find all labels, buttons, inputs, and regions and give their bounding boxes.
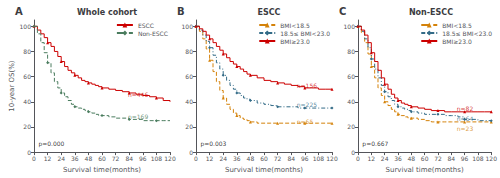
- svg-text:84: 84: [447, 155, 455, 162]
- svg-text:0: 0: [351, 149, 355, 156]
- svg-text:n=156: n=156: [296, 81, 317, 89]
- svg-text:B: B: [177, 6, 185, 17]
- svg-text:18.5≤ BMI<23.0: 18.5≤ BMI<23.0: [442, 30, 492, 37]
- svg-text:0: 0: [189, 149, 193, 156]
- svg-text:10-year OS(%): 10-year OS(%): [8, 60, 16, 111]
- svg-text:60: 60: [185, 73, 193, 80]
- svg-text:C: C: [339, 6, 346, 17]
- svg-text:Survival time(months): Survival time(months): [386, 166, 464, 174]
- svg-text:Survival time(months): Survival time(months): [63, 166, 141, 174]
- svg-text:108: 108: [313, 155, 325, 162]
- svg-text:72: 72: [112, 155, 120, 162]
- svg-text:36: 36: [233, 155, 241, 162]
- svg-text:120: 120: [164, 155, 176, 162]
- svg-text:24: 24: [219, 155, 227, 162]
- svg-text:Whole cohort: Whole cohort: [77, 8, 137, 17]
- svg-text:24: 24: [381, 155, 389, 162]
- svg-text:p=0.000: p=0.000: [38, 140, 64, 148]
- svg-text:60: 60: [23, 73, 31, 80]
- svg-text:60: 60: [421, 155, 429, 162]
- svg-text:18.5≤ BMI<23.0: 18.5≤ BMI<23.0: [280, 30, 330, 37]
- svg-text:BMI<18.5: BMI<18.5: [442, 22, 472, 29]
- svg-text:12: 12: [206, 155, 214, 162]
- svg-text:120: 120: [486, 155, 498, 162]
- svg-text:20: 20: [185, 123, 193, 130]
- svg-text:p=0.667: p=0.667: [362, 140, 388, 148]
- svg-text:36: 36: [394, 155, 402, 162]
- svg-text:BMI<18.5: BMI<18.5: [280, 22, 310, 29]
- svg-text:ESCC: ESCC: [138, 22, 154, 29]
- svg-text:0: 0: [194, 155, 198, 162]
- svg-text:96: 96: [139, 155, 147, 162]
- svg-text:Non-ESCC: Non-ESCC: [138, 30, 168, 37]
- svg-text:60: 60: [260, 155, 268, 162]
- svg-text:20: 20: [347, 123, 355, 130]
- svg-text:40: 40: [185, 98, 193, 105]
- svg-text:60: 60: [98, 155, 106, 162]
- svg-text:12: 12: [368, 155, 376, 162]
- svg-text:n=82: n=82: [457, 105, 474, 112]
- svg-text:0: 0: [27, 149, 31, 156]
- svg-text:24: 24: [57, 155, 65, 162]
- svg-text:n=23: n=23: [457, 125, 474, 132]
- svg-text:60: 60: [347, 73, 355, 80]
- svg-text:108: 108: [472, 155, 484, 162]
- svg-text:ESCC: ESCC: [258, 8, 281, 17]
- svg-text:0: 0: [32, 155, 36, 162]
- svg-text:84: 84: [287, 155, 295, 162]
- svg-text:100: 100: [20, 23, 32, 30]
- svg-text:48: 48: [85, 155, 93, 162]
- svg-text:n=446: n=446: [127, 90, 149, 98]
- svg-text:48: 48: [247, 155, 255, 162]
- svg-text:100: 100: [344, 23, 356, 30]
- svg-text:72: 72: [274, 155, 282, 162]
- svg-text:p=0.003: p=0.003: [200, 140, 226, 148]
- svg-text:80: 80: [185, 48, 193, 55]
- svg-text:12: 12: [44, 155, 52, 162]
- svg-text:40: 40: [23, 98, 31, 105]
- svg-text:96: 96: [461, 155, 469, 162]
- svg-text:80: 80: [347, 48, 355, 55]
- svg-text:36: 36: [71, 155, 79, 162]
- svg-text:n=225: n=225: [297, 101, 317, 108]
- svg-text:BMI≥23.0: BMI≥23.0: [442, 38, 472, 45]
- svg-text:n=64: n=64: [456, 114, 474, 122]
- svg-text:100: 100: [182, 23, 194, 30]
- svg-text:Non-ESCC: Non-ESCC: [409, 8, 453, 17]
- svg-text:84: 84: [125, 155, 133, 162]
- svg-text:BMI≥23.0: BMI≥23.0: [280, 38, 310, 45]
- svg-text:20: 20: [23, 123, 31, 130]
- svg-text:108: 108: [151, 155, 163, 162]
- svg-text:n=65: n=65: [297, 118, 314, 125]
- svg-text:120: 120: [326, 155, 338, 162]
- svg-text:0: 0: [356, 155, 360, 162]
- svg-text:80: 80: [23, 48, 31, 55]
- svg-text:96: 96: [301, 155, 309, 162]
- svg-text:40: 40: [347, 98, 355, 105]
- svg-text:A: A: [15, 6, 23, 17]
- svg-text:n=169: n=169: [128, 113, 148, 120]
- svg-text:48: 48: [407, 155, 415, 162]
- svg-text:72: 72: [434, 155, 442, 162]
- svg-text:Survival time(months): Survival time(months): [225, 166, 303, 174]
